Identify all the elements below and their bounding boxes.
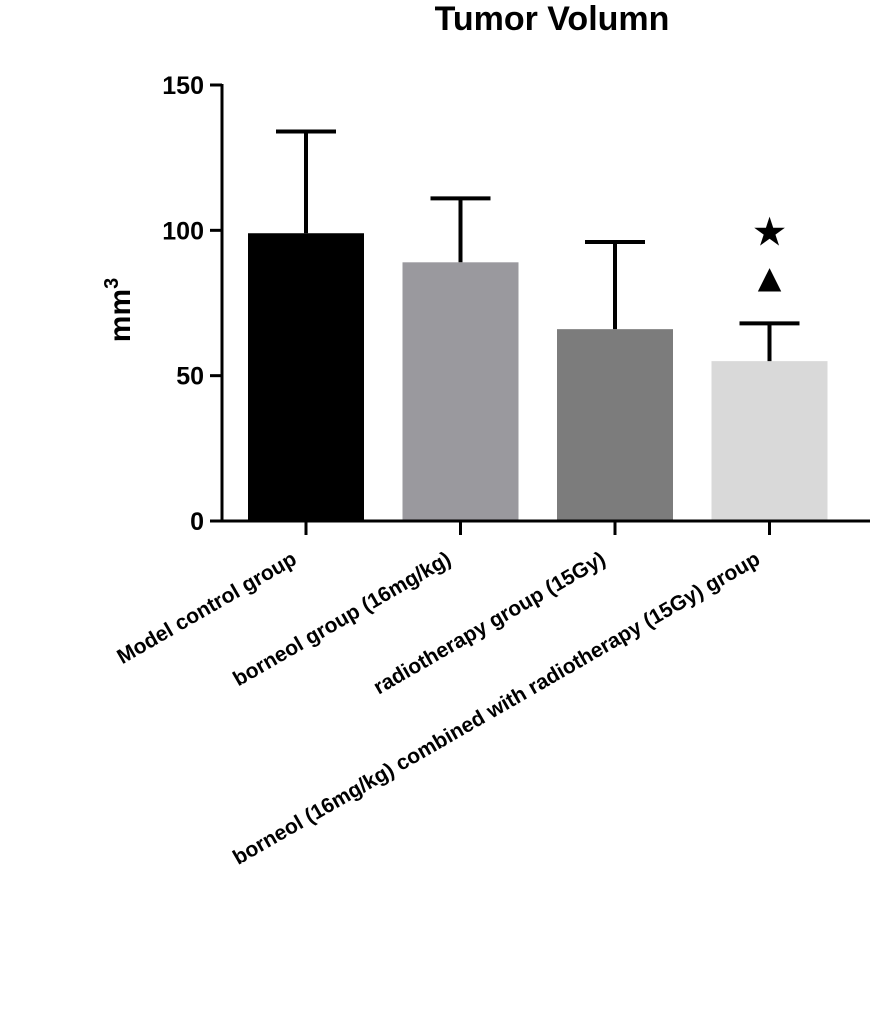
- y-axis-label-base: mm: [104, 289, 137, 342]
- significance-symbol: ★: [752, 210, 788, 254]
- bar: [711, 361, 828, 521]
- y-axis-label-superscript: 3: [101, 278, 123, 289]
- x-tick-label: borneol (16mg/kg) combined with radiothe…: [229, 547, 764, 869]
- y-tick-label: 0: [190, 508, 204, 536]
- significance-markers: ▲★: [750, 210, 790, 300]
- bar: [248, 233, 364, 522]
- y-axis-ticks: 0 50 100 150: [162, 72, 222, 536]
- error-bars: [276, 129, 800, 362]
- y-tick-label: 50: [176, 363, 204, 391]
- y-tick-label: 150: [162, 72, 204, 100]
- bar: [402, 262, 519, 521]
- bars: [248, 233, 828, 522]
- y-axis-label: mm3: [101, 278, 137, 342]
- significance-symbol: ▲: [750, 256, 790, 300]
- chart-title: Tumor Volumn: [435, 0, 670, 38]
- bar: [557, 329, 673, 521]
- y-tick-label: 100: [162, 217, 204, 245]
